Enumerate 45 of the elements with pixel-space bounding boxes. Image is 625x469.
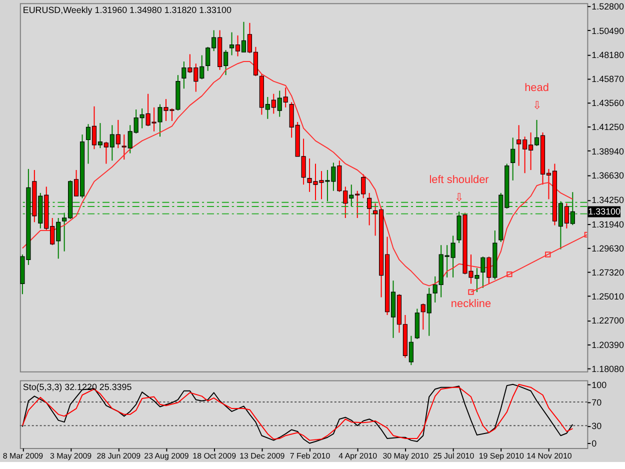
x-tick-label: 18 Oct 2009 — [192, 451, 237, 460]
y-tick-label: 1.45870 — [592, 74, 624, 84]
y-tick-label: 1.48180 — [592, 50, 624, 60]
x-tick-label: 4 Apr 2010 — [338, 451, 378, 460]
annotation: neckline — [450, 298, 492, 310]
x-tick-label: 14 Nov 2010 — [526, 451, 572, 460]
x-tick-label: 3 May 2009 — [50, 451, 92, 460]
x-tick-label: 23 Aug 2009 — [144, 451, 190, 460]
candlestick — [510, 137, 516, 181]
y-tick-label: 70 — [592, 398, 602, 408]
y-tick-label: 1.38940 — [592, 146, 624, 156]
y-tick-label: 1.29630 — [592, 243, 624, 254]
y-tick-label: 0 — [592, 438, 597, 449]
x-tick-label: 19 Sep 2010 — [478, 451, 525, 460]
x-tick-label: 30 May 2010 — [382, 451, 430, 460]
annotation: head — [524, 82, 549, 94]
chart-title: EURUSD,Weekly 1.31960 1.34980 1.31820 1.33100 — [22, 5, 232, 16]
y-tick-label: 1.50490 — [592, 26, 624, 36]
y-tick-label: 1.27320 — [592, 268, 624, 278]
chart-title: Sto(5,3,3) 32.1220 25.3395 — [22, 382, 132, 392]
candlestick — [367, 192, 372, 226]
y-tick-label: 1.31940 — [592, 219, 624, 230]
x-tick-label: 8 Mar 2009 — [2, 451, 44, 460]
y-tick-label: 30 — [592, 421, 602, 432]
y-tick-label: 1.18080 — [592, 364, 624, 374]
y-tick-label: 1.20390 — [592, 340, 624, 350]
point — [468, 289, 474, 295]
y-tick-label: 1.22700 — [592, 316, 624, 326]
x-tick-label: 28 Jun 2009 — [96, 451, 142, 460]
y-tick-label: 1.52800 — [592, 2, 624, 12]
x-tick-label: 7 Feb 2010 — [290, 451, 331, 460]
y-tick-label: 1.25010 — [592, 292, 624, 302]
y-tick-label: 1.34250 — [592, 195, 624, 206]
annotation: left shoulder — [429, 174, 490, 186]
annotation: ⇩ — [454, 192, 464, 204]
annotation: ⇩ — [532, 100, 542, 112]
annotation: 1.33100 — [588, 206, 621, 217]
point — [545, 252, 551, 258]
y-tick-label: 1.43560 — [592, 98, 624, 108]
x-tick-label: 13 Dec 2009 — [240, 451, 286, 460]
x-tick-label: 25 Jul 2010 — [432, 451, 475, 460]
point — [506, 271, 512, 278]
y-tick-label: 100 — [592, 380, 607, 390]
y-tick-label: 1.41250 — [592, 122, 624, 132]
y-tick-label: 1.36630 — [592, 170, 624, 180]
